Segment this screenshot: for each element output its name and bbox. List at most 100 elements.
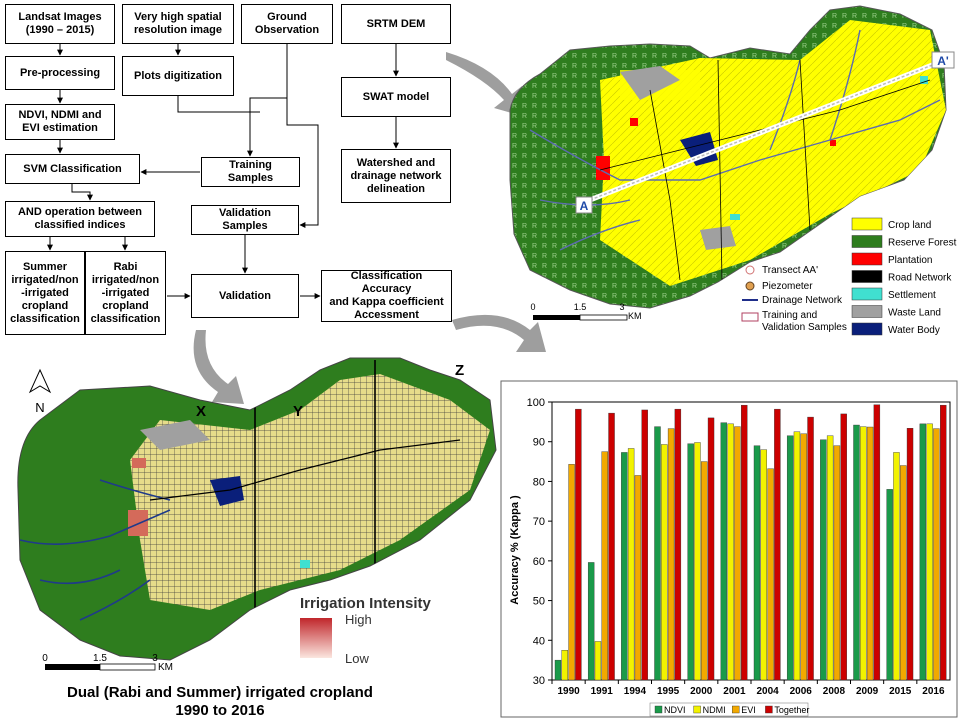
y-tick-label: 40 <box>533 635 545 647</box>
zone-x-label: X <box>196 403 206 420</box>
bar-ndmi-1994 <box>627 448 635 681</box>
box-summer-classification: Summer irrigated/non -irrigated cropland… <box>5 251 85 335</box>
bar-ndvi-2015 <box>886 489 893 681</box>
bar-ndmi-2015 <box>893 452 900 681</box>
bar-together-1990 <box>575 408 582 681</box>
bar-ndvi-2000 <box>687 443 694 681</box>
y-tick-label: 60 <box>533 556 545 568</box>
box-rabi-classification: Rabi irrigated/non -irrigated cropland c… <box>85 251 166 335</box>
bar-together-2009 <box>873 404 881 681</box>
box-watershed-delineation: Watershed and drainage network delineati… <box>341 149 451 203</box>
legend-swatch-evi <box>731 705 740 714</box>
legend-item-5: Waste Land <box>888 308 941 319</box>
x-tick-label: 2006 <box>790 686 813 697</box>
legend-samples-line1: Training and <box>762 310 817 321</box>
legend-samples-line2: Validation Samples <box>762 322 847 333</box>
box-swat-model: SWAT model <box>341 77 451 117</box>
legend-swatch-ndvi <box>654 705 663 714</box>
y-tick-label: 70 <box>533 516 545 528</box>
box-ground-observation: Ground Observation <box>241 4 333 44</box>
legend-label-together: Together <box>774 705 809 715</box>
legend-title: Irrigation Intensity <box>300 595 432 612</box>
transect-symbol <box>745 265 755 275</box>
irr-scale-tick-0: 0 <box>42 653 48 664</box>
arrow-to-accuracy-chart <box>452 314 546 352</box>
landuse-map: R A A <box>509 5 957 336</box>
box-svm-classification: SVM Classification <box>5 154 140 184</box>
bar-together-2000 <box>707 417 715 681</box>
legend-swatch-0 <box>851 217 883 231</box>
legend-swatch-5 <box>851 305 883 318</box>
accuracy-chart: 30 40 50 60 70 80 90 100 1990 1991 1994 1995 2000 200… <box>500 380 958 718</box>
bar-together-1991 <box>608 412 615 681</box>
bar-evi-2001 <box>734 426 741 681</box>
bar-ndvi-2016 <box>919 423 927 681</box>
bar-ndvi-2001 <box>720 422 728 681</box>
transect-end-label: A' <box>937 54 949 68</box>
box-plots-digitization: Plots digitization <box>122 56 234 96</box>
legend-swatch-3 <box>851 270 883 283</box>
bar-ndvi-2006 <box>786 435 794 681</box>
legend-swatch-together <box>765 705 773 714</box>
scale-tick-1: 1.5 <box>574 302 587 312</box>
y-tick-label: 50 <box>533 596 545 608</box>
piezometer-icon <box>745 281 755 291</box>
bar-ndmi-2008 <box>826 435 834 681</box>
bar-ndmi-2016 <box>926 423 933 681</box>
irr-scale-tick-2: 3 <box>152 653 158 664</box>
landuse-legend: Crop land Reserve Forest Plantation Road Ne… <box>851 217 957 336</box>
box-very-high-resolution-image: Very high spatial resolution image <box>122 4 234 44</box>
x-tick-label: 2000 <box>690 686 713 697</box>
landuse-scale-bar: 0 1.5 3 KM <box>530 302 641 321</box>
x-tick-label: 2008 <box>823 686 846 697</box>
bar-evi-2016 <box>933 428 940 681</box>
legend-drainage: Drainage Network <box>762 295 843 306</box>
bar-evi-1995 <box>667 428 675 681</box>
x-tick-label: 1991 <box>591 686 614 697</box>
bar-together-2015 <box>906 428 914 681</box>
bar-evi-1990 <box>568 464 575 681</box>
legend-swatch-6 <box>851 322 883 336</box>
legend-item-0: Crop land <box>888 220 931 231</box>
legend-piezometer: Piezometer <box>762 281 813 292</box>
scale-tick-0: 0 <box>530 302 535 312</box>
legend-transect: Transect AA' <box>762 265 818 276</box>
y-tick-label: 30 <box>533 675 545 687</box>
irrigation-scale-bar: 0 1.5 3 KM <box>42 653 173 673</box>
legend-item-3: Road Network <box>888 273 952 284</box>
irrigation-legend: Irrigation Intensity High Low <box>300 595 432 666</box>
scale-unit: KM <box>628 311 642 321</box>
landuse-symbol-legend: Transect AA' Piezometer Drainage Network… <box>741 265 847 333</box>
bar-together-2006 <box>807 416 814 681</box>
samples-symbol <box>741 312 759 322</box>
transect-start-label: A <box>580 199 589 213</box>
irrigation-map: N X Y Z Irrigation Intensity High Low 0 … <box>17 357 497 673</box>
x-tick-label: 2015 <box>889 686 912 697</box>
legend-item-2: Plantation <box>888 255 932 266</box>
legend-item-6: Water Body <box>888 325 940 336</box>
x-tick-label: 2009 <box>856 686 879 697</box>
bar-together-2008 <box>840 413 847 681</box>
legend-swatch-2 <box>851 252 883 266</box>
box-pre-processing: Pre-processing <box>5 56 115 90</box>
bar-ndvi-1995 <box>654 426 661 681</box>
x-tick-label: 2004 <box>756 686 779 697</box>
bar-together-2016 <box>940 404 947 681</box>
grey-arrows <box>193 52 546 404</box>
bar-evi-2015 <box>900 465 907 681</box>
x-tick-label: 2001 <box>723 686 746 697</box>
bar-ndvi-1994 <box>621 452 628 681</box>
legend-item-4: Settlement <box>888 290 936 301</box>
legend-item-1: Reserve Forest <box>888 238 957 249</box>
legend-label-ndvi: NDVI <box>664 705 686 715</box>
x-tick-label: 1994 <box>624 686 647 697</box>
bar-ndvi-2004 <box>753 445 761 681</box>
x-tick-label: 1995 <box>657 686 680 697</box>
y-tick-label: 90 <box>533 437 545 449</box>
box-srtm-dem: SRTM DEM <box>341 4 451 44</box>
box-index-estimation: NDVI, NDMI and EVI estimation <box>5 104 115 140</box>
bar-ndmi-2004 <box>760 449 767 681</box>
bar-ndmi-1990 <box>561 650 568 681</box>
bar-ndmi-2009 <box>860 426 867 681</box>
